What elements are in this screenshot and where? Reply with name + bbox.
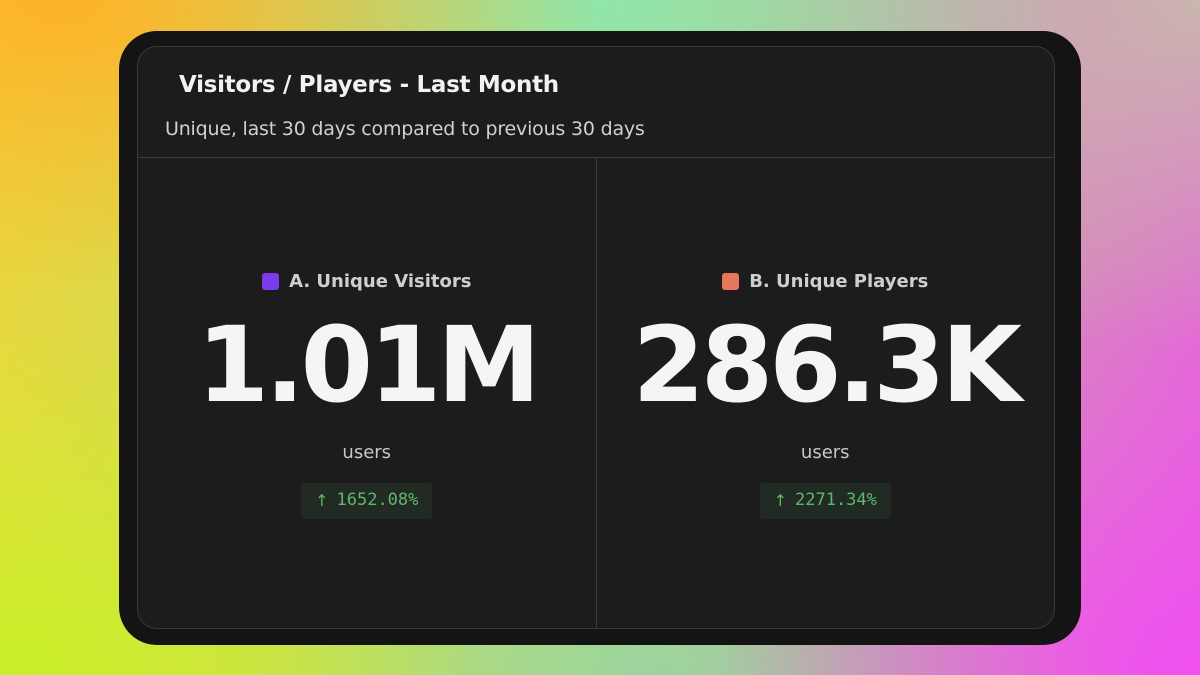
metric-unit: users [800,442,850,463]
arrow-up-icon: ↑ [315,490,329,510]
delta-badge: ↑ 2271.34% [759,483,891,519]
stats-card: Visitors / Players - Last Month Unique, … [137,46,1055,629]
metric-label: A. Unique Visitors [289,271,472,292]
delta-value: 2271.34% [795,490,877,510]
metric-value: 286.3K [632,304,1022,426]
metric-unique-players: B. Unique Players 286.3K users ↑ 2271.34… [595,158,1055,628]
legend-item-unique-players: B. Unique Players [597,271,1055,292]
delta-value: 1652.08% [336,490,419,510]
metric-value: 1.01M [196,304,541,426]
metrics-row: A. Unique Visitors 1.01M users ↑ 1652.08… [138,158,1054,628]
arrow-up-icon: ↑ [773,490,787,510]
card-title: Visitors / Players - Last Month [179,72,559,98]
metric-label: B. Unique Players [749,271,929,292]
delta-badge: ↑ 1652.08% [301,483,433,519]
legend-swatch [722,273,740,290]
legend-swatch [262,273,280,290]
card-subtitle: Unique, last 30 days compared to previou… [165,118,645,140]
card-header: Visitors / Players - Last Month Unique, … [138,47,1054,158]
legend-item-unique-visitors: A. Unique Visitors [138,271,596,292]
metric-unit: users [342,442,392,463]
metric-unique-visitors: A. Unique Visitors 1.01M users ↑ 1652.08… [138,158,596,628]
